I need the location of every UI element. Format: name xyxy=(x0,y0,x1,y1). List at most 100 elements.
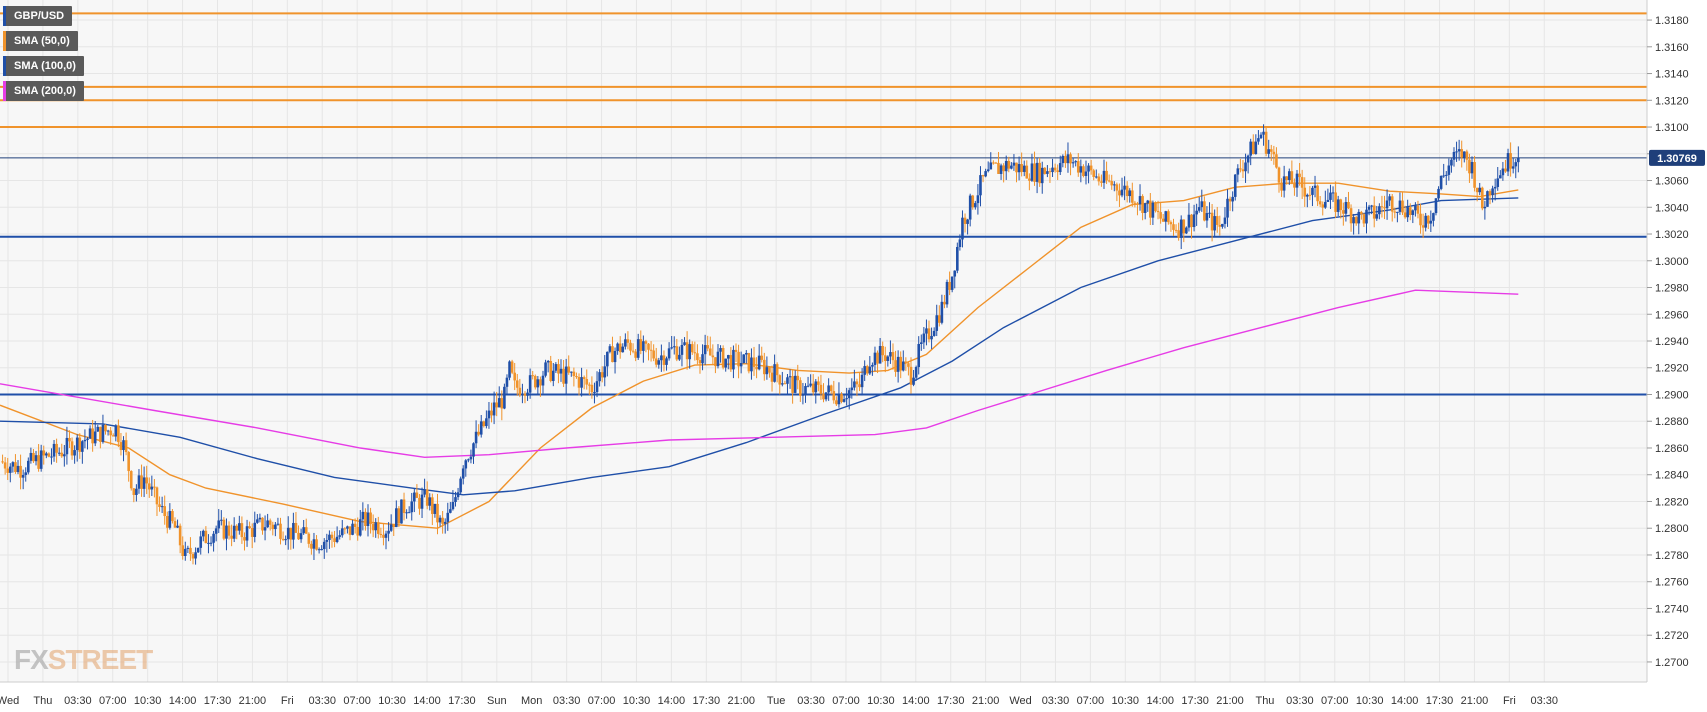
candle-body xyxy=(647,343,650,350)
candle-body xyxy=(1223,217,1227,224)
candle-body xyxy=(1493,186,1497,189)
candle-body xyxy=(374,522,378,531)
x-tick-label: Wed xyxy=(0,695,19,707)
candle-body xyxy=(1285,176,1289,180)
candle-body xyxy=(935,315,939,331)
candle-body xyxy=(45,453,48,456)
candle-body xyxy=(1293,183,1296,188)
candle-body xyxy=(446,512,450,522)
y-tick-label: 1.3020 xyxy=(1655,229,1689,241)
x-tick-label: 14:00 xyxy=(169,695,197,707)
candle-body xyxy=(734,349,738,352)
candle-body xyxy=(351,523,354,535)
candle-body xyxy=(27,460,30,473)
x-tick-label: 21:00 xyxy=(1216,695,1244,707)
candle-body xyxy=(1499,175,1502,179)
legend-item: SMA (200,0) xyxy=(3,81,84,101)
candle-body xyxy=(505,377,509,387)
candle-body xyxy=(1290,171,1294,184)
candle-body xyxy=(1313,185,1317,188)
candle-body xyxy=(544,362,547,376)
candle-body xyxy=(57,452,61,454)
candle-body xyxy=(1398,200,1402,212)
candle-body xyxy=(1275,154,1278,168)
candle-body xyxy=(624,339,627,347)
candle-body xyxy=(1483,206,1487,209)
candle-body xyxy=(101,424,105,442)
candle-body xyxy=(593,392,596,394)
candle-body xyxy=(1254,141,1258,155)
candle-body xyxy=(1187,214,1191,228)
y-axis: 1.31801.31601.31401.31201.31001.30801.30… xyxy=(1646,0,1689,682)
candle-body xyxy=(665,358,668,365)
candle-body xyxy=(909,366,913,385)
candle-body xyxy=(153,486,156,488)
candle-body xyxy=(1282,176,1286,191)
candle-body xyxy=(1069,154,1072,164)
candle-body xyxy=(317,549,321,551)
candle-body xyxy=(21,474,25,478)
candle-body xyxy=(588,384,591,386)
candle-body xyxy=(173,521,177,528)
candle-body xyxy=(1046,171,1049,174)
candle-body xyxy=(806,385,810,387)
candle-body xyxy=(1100,181,1103,183)
candle-body xyxy=(536,379,540,388)
candle-body xyxy=(523,393,527,396)
candle-body xyxy=(1,461,4,463)
y-tick-label: 1.2980 xyxy=(1655,283,1689,295)
candle-body xyxy=(137,475,141,489)
candle-body xyxy=(1048,171,1052,173)
candle-body xyxy=(930,335,933,340)
candle-body xyxy=(775,364,779,376)
candle-body xyxy=(510,361,514,373)
y-tick-label: 1.2860 xyxy=(1655,443,1689,455)
candle-body xyxy=(716,351,720,367)
candle-body xyxy=(356,526,360,536)
candle-body xyxy=(147,483,151,490)
moving-averages xyxy=(0,182,1519,529)
candle-body xyxy=(590,384,594,393)
candle-body xyxy=(83,439,87,442)
candle-body xyxy=(1120,189,1124,196)
legend-label: SMA (100,0) xyxy=(14,60,76,72)
candle-body xyxy=(1390,196,1394,212)
candle-body xyxy=(770,372,774,382)
candle-body xyxy=(997,162,1000,174)
candle-body xyxy=(217,520,221,529)
candle-body xyxy=(207,542,210,544)
candle-body xyxy=(1259,134,1263,139)
logo-street: STREET xyxy=(47,644,153,675)
candle-body xyxy=(786,377,789,384)
candle-body xyxy=(1051,167,1054,173)
x-tick-label: Tue xyxy=(767,695,786,707)
candle-body xyxy=(1367,206,1371,210)
candle-body xyxy=(1076,161,1080,173)
candle-body xyxy=(1308,194,1312,196)
price-tag-box xyxy=(1649,149,1705,166)
candle-body xyxy=(678,354,681,360)
candle-body xyxy=(52,443,56,457)
candle-body xyxy=(1396,211,1399,213)
candle-body xyxy=(958,239,962,248)
candle-body xyxy=(570,371,573,373)
candle-body xyxy=(492,402,496,416)
candle-body xyxy=(706,345,709,349)
candle-body xyxy=(1406,207,1409,218)
candle-body xyxy=(1190,214,1193,228)
candle-body xyxy=(245,526,249,541)
x-tick-label: 03:30 xyxy=(1042,695,1070,707)
candle-body xyxy=(240,523,244,538)
legend-label: GBP/USD xyxy=(14,10,65,22)
candle-body xyxy=(986,169,990,172)
candle-body xyxy=(191,554,195,559)
candle-body xyxy=(528,375,532,393)
last-price-tag: 1.30769 xyxy=(1649,149,1705,166)
x-tick-label: 14:00 xyxy=(413,695,441,707)
candle-body xyxy=(1511,166,1515,169)
candle-body xyxy=(513,372,516,381)
candle-body xyxy=(994,162,998,164)
x-tick-label: 21:00 xyxy=(727,695,755,707)
candle-body xyxy=(729,355,733,370)
candle-body xyxy=(940,301,944,323)
